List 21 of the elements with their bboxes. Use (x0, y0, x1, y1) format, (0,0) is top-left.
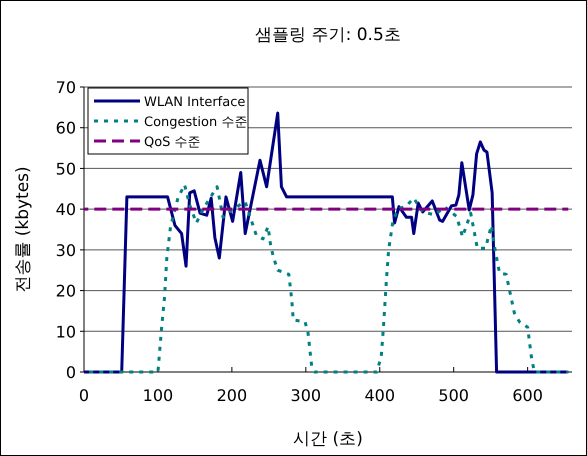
y-tick-label: 60 (56, 118, 76, 138)
y-tick-label: 20 (56, 282, 76, 301)
chart-title: 샘플링 주기: 0.5초 (255, 25, 401, 45)
x-tick-label: 500 (438, 386, 469, 405)
x-tick-label: 100 (142, 386, 174, 405)
y-axis-title: 전송률 (kbytes) (13, 166, 33, 293)
legend-label: QoS 수준 (144, 135, 201, 150)
y-tick-label: 10 (56, 322, 76, 342)
x-tick-label: 400 (364, 386, 396, 405)
legend-label: WLAN Interface (144, 95, 246, 110)
x-tick-label: 600 (512, 386, 543, 405)
y-tick-label: 70 (56, 78, 76, 97)
y-tick-label: 40 (56, 200, 76, 220)
x-tick-label: 200 (216, 386, 248, 405)
y-tick-label: 50 (56, 159, 76, 178)
x-axis-title: 시간 (초) (293, 429, 363, 449)
y-tick-label: 0 (66, 363, 76, 382)
y-tick-label: 30 (56, 240, 76, 260)
x-tick-label: 300 (290, 386, 322, 405)
legend-label: Congestion 수준 (144, 115, 248, 130)
x-tick-label: 0 (78, 386, 90, 405)
